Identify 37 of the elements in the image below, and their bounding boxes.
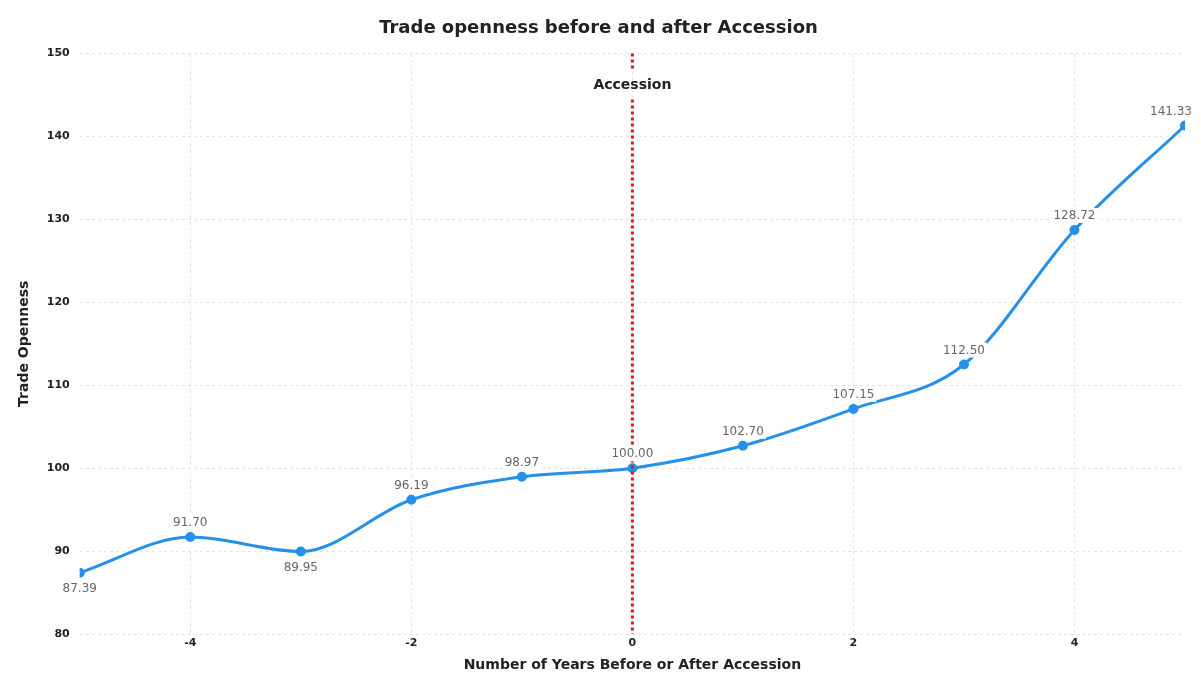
point [848,403,859,414]
point [958,359,969,370]
x-axis-title: Number of Years Before or After Accession [463,656,802,673]
ref-line-label: Accession [593,76,672,93]
data-label: 89.95 [283,559,318,574]
point [516,471,527,482]
x-tick-label: -2 [405,636,418,650]
data-label: 98.97 [504,454,540,469]
y-tick-label: 130 [46,212,71,226]
data-label: 96.19 [394,477,429,492]
data-label: 107.15 [832,387,875,402]
point [406,494,417,505]
y-tick-label: 90 [54,543,71,557]
data-label: 112.50 [942,342,985,357]
data-label: 102.70 [721,423,764,438]
y-tick-label: 140 [46,129,71,143]
y-tick-label: 110 [46,378,71,392]
y-tick-label: 150 [46,46,71,60]
data-label: 128.72 [1053,208,1096,223]
data-label: 100.00 [611,446,654,461]
x-tick-label: 4 [1070,636,1079,650]
x-tick-label: 2 [849,636,858,650]
y-axis-title: Trade Openness [15,280,32,407]
y-tick-label: 80 [54,626,71,640]
point [627,463,638,474]
point [295,546,306,557]
x-tick-label: 0 [628,636,637,650]
point [1069,225,1080,236]
point [737,440,748,451]
y-tick-label: 120 [46,295,71,309]
chart-title: Trade openness before and after Accession [379,16,818,38]
y-tick-label: 100 [46,461,71,475]
data-label: 87.39 [62,580,97,595]
data-label: 91.70 [173,515,208,530]
point [185,531,196,542]
x-tick-label: -4 [184,636,197,650]
data-label: 141.33 [1150,103,1193,118]
